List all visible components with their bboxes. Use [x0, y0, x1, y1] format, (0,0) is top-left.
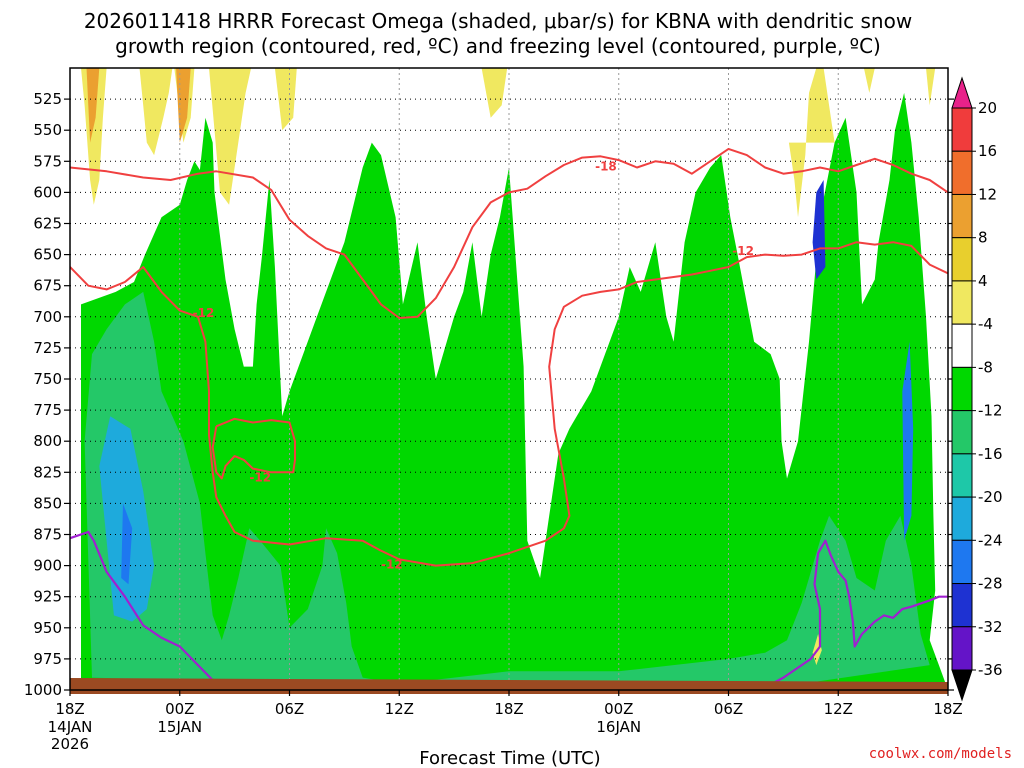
colorbar-label-7: -12 [978, 402, 1003, 420]
y-tick-label-1000: 1000 [24, 681, 62, 699]
credit-label: coolwx.com/models [869, 746, 1012, 762]
colorbar-box-9 [951, 496, 973, 541]
y-tick-label-675: 675 [33, 277, 62, 295]
colorbar: 20 16 12 8 4 -4 -8 -12 -16 -20 -24 -28 -32 -36 [951, 76, 1003, 702]
y-tick-label-575: 575 [33, 152, 62, 170]
x-tick-label-30: 00Z [604, 700, 633, 718]
y-tick-label-625: 625 [33, 215, 62, 233]
colorbar-box-7 [951, 410, 973, 455]
colorbar-label-13: -36 [978, 661, 1003, 679]
y-tick-label-925: 925 [33, 588, 62, 606]
y-tick-label-650: 650 [33, 246, 62, 264]
y-tick-label-525: 525 [33, 90, 62, 108]
y-tick-label-950: 950 [33, 619, 62, 637]
y-tick-label-900: 900 [33, 557, 62, 575]
omega-shading [81, 68, 948, 690]
contour-label-4: -12 [381, 557, 403, 571]
colorbar-box-11 [951, 583, 973, 628]
omega-positive-region-3 [209, 68, 252, 205]
omega-positive-region-7 [863, 68, 875, 93]
colorbar-box-4 [951, 280, 973, 325]
colorbar-box-8 [951, 453, 973, 498]
contour-label-2: -12 [193, 306, 215, 320]
colorbar-label-10: -24 [978, 531, 1003, 549]
colorbar-label-1: 16 [978, 142, 997, 160]
y-tick-label-800: 800 [33, 432, 62, 450]
dgz-contour-0 [70, 147, 948, 319]
omega-region-neg20-3 [121, 503, 133, 585]
colorbar-label-3: 8 [978, 229, 988, 247]
dgz-contours: -18 -12 -12 -12 -12 [70, 147, 948, 689]
y-tick-label-550: 550 [33, 121, 62, 139]
x-axis-label: Forecast Time (UTC) [419, 748, 600, 768]
colorbar-label-8: -16 [978, 445, 1003, 463]
colorbar-top-arrow [951, 76, 973, 109]
y-tick-label-750: 750 [33, 370, 62, 388]
plot-area: -18 -12 -12 -12 -12 [70, 68, 948, 694]
colorbar-label-6: -8 [978, 358, 993, 376]
colorbar-box-10 [951, 539, 973, 585]
title-line-1: 2026011418 HRRR Forecast Omega (shaded, … [84, 9, 912, 33]
x-tick-label-24: 18Z [494, 700, 523, 718]
dgz-contour-2 [211, 417, 296, 480]
dgz-contour-1 [70, 241, 948, 567]
colorbar-box-12 [951, 626, 973, 671]
contour-label-1: -12 [732, 244, 754, 258]
omega-positive-region-5 [481, 68, 508, 118]
colorbar-label-12: -32 [978, 618, 1003, 636]
omega-region-neg4-0 [81, 92, 948, 690]
gridlines [70, 68, 948, 690]
x-tick-label-18: 12Z [385, 700, 414, 718]
colorbar-label-4: 4 [978, 272, 988, 290]
x-date-label-1-0: 15JAN [157, 718, 202, 736]
omega-positive-region-6 [776, 68, 835, 218]
y-tick-label-775: 775 [33, 401, 62, 419]
colorbar-box-3 [951, 237, 973, 282]
colorbar-box-0 [951, 107, 973, 152]
freezing-level-contour-0 [70, 530, 218, 685]
axes: 525 550 575 600 625 650 675 700 725 750 775 800 825 8… [24, 67, 963, 753]
x-tick-label-42: 12Z [824, 700, 853, 718]
colorbar-box-1 [951, 150, 973, 195]
x-date-label-0-0: 14JAN [48, 718, 93, 736]
freezing-level-contour-1 [764, 539, 948, 689]
colorbar-box-6 [951, 366, 973, 412]
y-tick-label-825: 825 [33, 463, 62, 481]
colorbar-box-5 [951, 323, 973, 368]
omega-positive-region-0 [81, 68, 107, 205]
figure-title: 2026011418 HRRR Forecast Omega (shaded, … [84, 9, 912, 58]
colorbar-label-11: -28 [978, 575, 1003, 593]
colorbar-label-9: -20 [978, 488, 1003, 506]
colorbar-label-5: -4 [978, 315, 993, 333]
omega-region-neg20-5 [902, 341, 914, 541]
x-date-label-0-1: 2026 [51, 735, 89, 753]
colorbar-label-0: 20 [978, 99, 997, 117]
y-tick-label-700: 700 [33, 308, 62, 326]
x-tick-label-36: 06Z [714, 700, 743, 718]
title-line-2: growth region (contoured, red, ºC) and f… [115, 34, 881, 58]
omega-region-neg8-1 [84, 291, 930, 688]
colorbar-label-2: 12 [978, 185, 997, 203]
x-date-label-2-0: 16JAN [596, 718, 641, 736]
omega-positive-region-1 [139, 68, 173, 156]
y-tick-label-850: 850 [33, 494, 62, 512]
x-tick-label-0: 18Z [55, 700, 84, 718]
colorbar-bottom-arrow [951, 669, 973, 702]
y-tick-label-600: 600 [33, 183, 62, 201]
y-tick-label-875: 875 [33, 526, 62, 544]
contour-label-3: -12 [249, 470, 271, 484]
x-tick-label-48: 18Z [933, 700, 962, 718]
omega-positive-region-10 [86, 68, 100, 143]
omega-positive-region-8 [926, 68, 936, 106]
colorbar-box-2 [951, 193, 973, 239]
y-tick-label-725: 725 [33, 339, 62, 357]
contour-label-0: -18 [595, 159, 617, 173]
x-tick-label-6: 00Z [165, 700, 194, 718]
x-tick-label-12: 06Z [275, 700, 304, 718]
omega-region-neg24-4 [812, 180, 826, 280]
y-tick-label-975: 975 [33, 650, 62, 668]
